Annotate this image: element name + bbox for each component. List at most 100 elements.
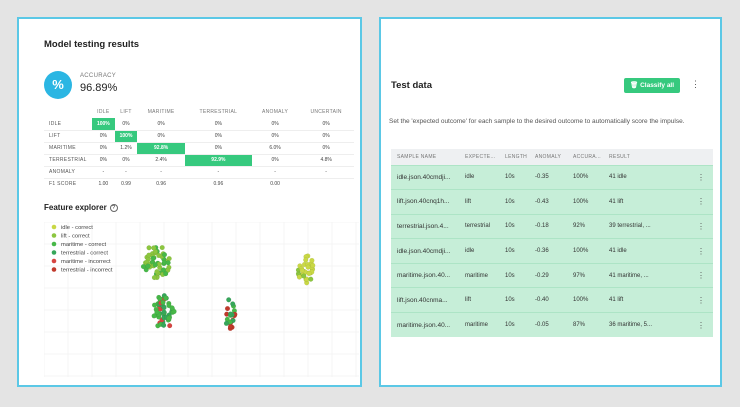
cell-result: 39 terrestrial, ...: [609, 223, 651, 230]
cm-cell: 0.99: [121, 181, 131, 188]
cell-length: 10s: [505, 297, 515, 304]
cm-row-label: TERRESTRIAL: [44, 154, 92, 167]
scatter-point: [161, 322, 167, 328]
scatter-point: [154, 269, 160, 275]
cm-cell: 0%: [92, 130, 115, 143]
legend-label: idle - correct: [61, 225, 93, 231]
row-menu-icon[interactable]: ⋮: [697, 320, 705, 330]
cell-anomaly: -0.35: [535, 174, 549, 181]
cell-expected: lift: [465, 297, 471, 304]
scatter-point: [303, 257, 309, 263]
legend-swatch: [51, 258, 57, 264]
scatter-point: [230, 301, 236, 307]
scatter-point: [154, 309, 160, 315]
cm-cell: 6.0%: [251, 142, 299, 155]
classify-all-button[interactable]: 🗑 Classify all: [624, 78, 681, 93]
column-header[interactable]: ACCURA...: [573, 153, 601, 160]
column-header[interactable]: LENGTH: [505, 153, 528, 160]
legend-item: maritime - correct: [51, 241, 106, 248]
panel-title: Test data: [391, 80, 433, 91]
scatter-point: [301, 273, 307, 279]
cm-row: IDLE 100% 0% 0% 0% 0% 0%: [44, 118, 354, 131]
feature-explorer-title: Feature explorer?: [44, 203, 118, 212]
scatter-point: [310, 262, 316, 269]
help-circle-icon[interactable]: ?: [109, 204, 118, 212]
column-header[interactable]: SAMPLE NAME: [397, 153, 437, 160]
scatter-point: [166, 315, 172, 321]
cm-cell: 0%: [184, 118, 252, 131]
row-menu-icon[interactable]: ⋮: [697, 172, 705, 182]
scatter-point: [224, 306, 231, 312]
plot-legend: idle - correct lift - correct maritime - c…: [51, 224, 113, 274]
scatter-point: [306, 270, 312, 277]
cell-result: 41 idle: [609, 174, 627, 181]
legend-label: maritime - incorrect: [61, 259, 111, 265]
cm-cell: 2.4%: [137, 154, 185, 167]
cm-cell: 0%: [114, 118, 138, 131]
scatter-point: [156, 252, 162, 259]
table-row[interactable]: lift.json.40cnma... lift 10s -0.40 100% 41 li…: [391, 287, 713, 313]
accuracy-label: ACCURACY: [80, 73, 117, 79]
cm-column-header: IDLE: [97, 109, 110, 115]
legend-swatch: [51, 250, 57, 255]
cm-cell: 0%: [137, 118, 185, 131]
column-header[interactable]: EXPECTE...: [465, 153, 496, 160]
column-header[interactable]: RESULT: [609, 153, 631, 160]
percent-icon: %: [44, 71, 72, 99]
scatter-point: [167, 323, 173, 329]
row-menu-icon[interactable]: ⋮: [697, 295, 705, 305]
scatter-point: [308, 276, 314, 282]
cell-name: lift.json.40cnq1h...: [397, 198, 450, 206]
corner-cell: [44, 106, 92, 118]
cell-accuracy: 92%: [573, 223, 586, 230]
cm-row: F1 SCORE 1.00 0.99 0.96 0.96 0.00: [44, 178, 354, 190]
accuracy-value: 96.89%: [80, 82, 118, 94]
legend-label: lift - correct: [61, 234, 90, 240]
table-row[interactable]: maritime.json.40... maritime 10s -0.05 87% 36…: [391, 312, 713, 338]
feature-explorer-plot[interactable]: idle - correct lift - correct maritime - c…: [44, 222, 359, 377]
scatter-point: [159, 245, 165, 251]
cm-row: MARITIME 0% 1.2% 92.8% 0% 6.0% 0%: [44, 142, 354, 155]
description: Set the 'expected outcome' for each samp…: [389, 118, 685, 125]
scatter-point: [161, 305, 167, 311]
row-menu-icon[interactable]: ⋮: [697, 221, 705, 231]
scatter-point: [161, 309, 167, 315]
plot-points: [140, 245, 316, 331]
cell-expected: maritime: [465, 322, 489, 329]
row-menu-icon[interactable]: ⋮: [697, 271, 705, 281]
cm-cell: 0%: [92, 154, 115, 167]
cm-cell: 4.8%: [298, 154, 354, 167]
scatter-point: [296, 274, 302, 280]
cell-anomaly: -0.18: [535, 223, 549, 230]
cm-cell: 92.9%: [184, 154, 252, 167]
table-row[interactable]: maritime.json.40... maritime 10s -0.29 97% 41…: [391, 263, 713, 288]
row-menu-icon[interactable]: ⋮: [697, 246, 705, 256]
cell-result: 41 lift: [609, 198, 624, 205]
cell-name: idle.json.40cmdji...: [397, 173, 451, 181]
cm-column-header: ANOMALY: [261, 109, 289, 115]
cm-cell: 0%: [251, 130, 299, 143]
cell-accuracy: 100%: [573, 248, 589, 255]
scatter-point: [309, 257, 315, 264]
cell-anomaly: -0.29: [535, 272, 549, 279]
legend-item: idle - correct: [51, 224, 93, 231]
scatter-point: [151, 302, 158, 308]
scatter-point: [223, 320, 229, 326]
cell-result: 41 idle: [609, 248, 627, 255]
kebab-menu-icon[interactable]: ⋮: [691, 79, 700, 89]
cm-cell: -: [298, 166, 354, 179]
cm-cell: [298, 178, 354, 190]
legend-swatch: [51, 241, 57, 247]
table-row[interactable]: idle.json.40cmdji... idle 10s -0.35 100% 41 i…: [391, 165, 713, 190]
cm-column-header: UNCERTAIN: [310, 109, 342, 115]
column-header[interactable]: ANOMALY: [535, 153, 562, 160]
cell-length: 10s: [505, 223, 515, 230]
table-row[interactable]: terrestrial.json.4... terrestrial 10s -0.18…: [391, 214, 713, 239]
table-row[interactable]: idle.json.40cmdji... idle 10s -0.36 100% 41 i…: [391, 238, 713, 264]
cell-accuracy: 100%: [573, 297, 589, 304]
legend-swatch: [51, 224, 57, 230]
table-row[interactable]: lift.json.40cnq1h... lift 10s -0.43 100% 41 l…: [391, 189, 713, 215]
row-menu-icon[interactable]: ⋮: [697, 197, 705, 207]
cell-name: terrestrial.json.4...: [397, 222, 449, 230]
cell-result: 41 lift: [609, 297, 624, 304]
